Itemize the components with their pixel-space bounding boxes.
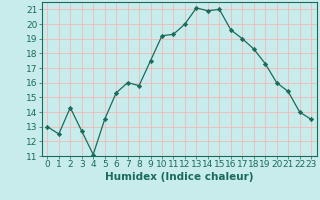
X-axis label: Humidex (Indice chaleur): Humidex (Indice chaleur) xyxy=(105,172,253,182)
